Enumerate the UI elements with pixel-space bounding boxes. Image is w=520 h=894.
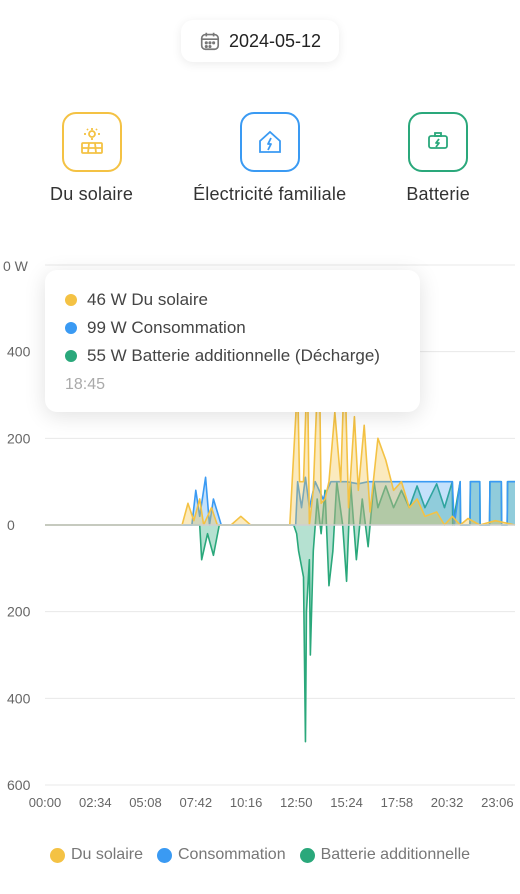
- tooltip-text: 99 W Consommation: [87, 318, 246, 338]
- tab-home[interactable]: Électricité familiale: [193, 112, 346, 205]
- svg-text:23:06: 23:06: [481, 795, 514, 810]
- legend-label: Batterie additionnelle: [321, 846, 470, 864]
- solar-panel-icon: [62, 112, 122, 172]
- tab-label: Électricité familiale: [193, 184, 346, 205]
- battery-icon: [408, 112, 468, 172]
- svg-text:12:50: 12:50: [280, 795, 313, 810]
- svg-text:400: 400: [7, 344, 31, 360]
- svg-text:200: 200: [7, 604, 31, 620]
- svg-text:20:32: 20:32: [431, 795, 464, 810]
- legend-item[interactable]: Batterie additionnelle: [300, 846, 470, 864]
- category-tabs: Du solaire Électricité familiale Batteri…: [0, 112, 520, 205]
- tooltip-time: 18:45: [65, 376, 400, 394]
- legend-label: Du solaire: [71, 846, 143, 864]
- home-energy-icon: [240, 112, 300, 172]
- chart-tooltip: 46 W Du solaire 99 W Consommation 55 W B…: [45, 270, 420, 412]
- tooltip-row: 99 W Consommation: [65, 318, 400, 338]
- legend-dot: [50, 848, 65, 863]
- chart-legend: Du solaire Consommation Batterie additio…: [0, 846, 520, 864]
- series-dot: [65, 350, 77, 362]
- svg-text:600: 600: [7, 777, 31, 793]
- tooltip-row: 46 W Du solaire: [65, 290, 400, 310]
- date-label: 2024-05-12: [229, 31, 321, 52]
- tab-label: Batterie: [406, 184, 470, 205]
- svg-text:10:16: 10:16: [230, 795, 263, 810]
- svg-text:05:08: 05:08: [129, 795, 162, 810]
- legend-dot: [157, 848, 172, 863]
- legend-label: Consommation: [178, 846, 286, 864]
- svg-text:00:00: 00:00: [29, 795, 62, 810]
- legend-dot: [300, 848, 315, 863]
- svg-text:0: 0: [7, 517, 15, 533]
- legend-item[interactable]: Consommation: [157, 846, 286, 864]
- svg-text:02:34: 02:34: [79, 795, 112, 810]
- calendar-icon: [199, 30, 221, 52]
- svg-text:400: 400: [7, 690, 31, 706]
- tab-battery[interactable]: Batterie: [406, 112, 470, 205]
- tooltip-text: 55 W Batterie additionnelle (Décharge): [87, 346, 380, 366]
- svg-text:0 W: 0 W: [3, 258, 29, 274]
- tab-solar[interactable]: Du solaire: [50, 112, 133, 205]
- svg-text:200: 200: [7, 430, 31, 446]
- series-dot: [65, 322, 77, 334]
- svg-text:07:42: 07:42: [180, 795, 213, 810]
- svg-text:15:24: 15:24: [330, 795, 363, 810]
- legend-item[interactable]: Du solaire: [50, 846, 143, 864]
- tab-label: Du solaire: [50, 184, 133, 205]
- tooltip-text: 46 W Du solaire: [87, 290, 208, 310]
- series-dot: [65, 294, 77, 306]
- svg-text:17:58: 17:58: [381, 795, 414, 810]
- tooltip-row: 55 W Batterie additionnelle (Décharge): [65, 346, 400, 366]
- date-selector[interactable]: 2024-05-12: [181, 20, 339, 62]
